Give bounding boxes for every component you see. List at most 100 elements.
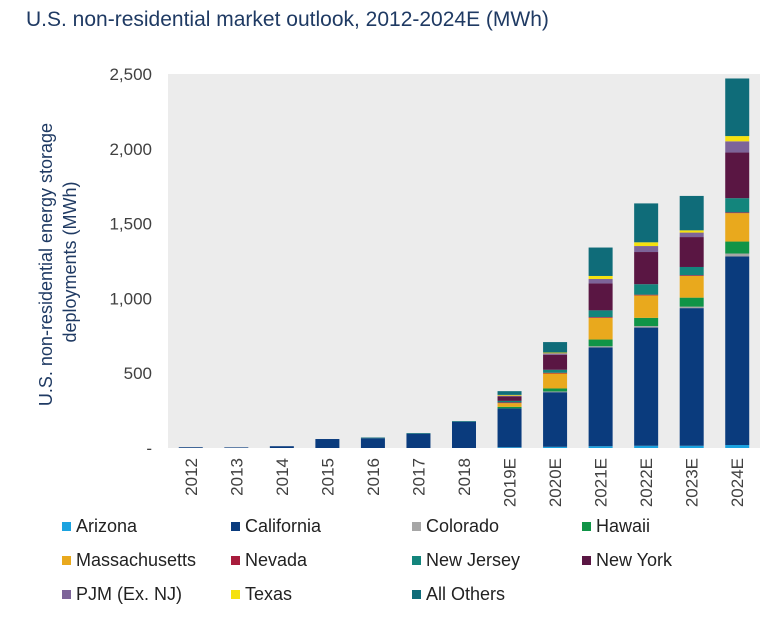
- bar-segment: [588, 317, 613, 340]
- x-tick-label: 2017: [409, 458, 428, 496]
- bar-segment: [679, 275, 704, 298]
- bar-segment: [588, 278, 613, 284]
- x-tick-label: 2013: [227, 458, 246, 496]
- legend-item: Colorado: [412, 516, 499, 537]
- bar-segment: [634, 317, 659, 327]
- x-tick-label: 2019E: [501, 458, 520, 507]
- x-tick-label: 2018: [455, 458, 474, 496]
- bar-segment: [725, 141, 750, 153]
- legend-swatch: [62, 522, 71, 531]
- bar-segment: [543, 342, 568, 353]
- x-tick-label: 2015: [318, 458, 337, 496]
- legend-label: Arizona: [76, 516, 138, 536]
- x-tick-label: 2014: [273, 458, 292, 496]
- bar-segment: [679, 445, 704, 448]
- bar-segment: [543, 352, 568, 354]
- y-tick-label: 2,500: [109, 65, 152, 84]
- x-tick-label: 2024E: [728, 458, 747, 507]
- bar-segment: [497, 396, 522, 401]
- bar-segment: [725, 152, 750, 199]
- bar-segment: [588, 346, 613, 348]
- legend-label: Hawaii: [596, 516, 651, 536]
- bar-segment: [406, 433, 431, 434]
- bar-segment: [679, 275, 704, 276]
- bar-segment: [634, 327, 659, 446]
- bar-segment: [497, 391, 522, 395]
- bar-segment: [588, 275, 613, 279]
- legend-swatch: [412, 556, 421, 565]
- y-tick-label: 2,000: [109, 140, 152, 159]
- bar-segment: [679, 237, 704, 267]
- legend-label: Massachusetts: [76, 550, 197, 570]
- bar-segment: [679, 266, 704, 276]
- x-tick-label: 2021E: [592, 458, 611, 507]
- x-tick-label: 2016: [364, 458, 383, 496]
- y-tick-label: 1,000: [109, 289, 152, 308]
- bar-segment: [497, 403, 522, 407]
- bar-segment: [634, 252, 659, 285]
- legend-label: PJM (Ex. NJ): [76, 584, 182, 604]
- x-tick-label: 2023E: [683, 458, 702, 507]
- bar-segment: [634, 242, 659, 247]
- bar-segment: [224, 447, 249, 448]
- bar-segment: [588, 310, 613, 318]
- legend-swatch: [231, 522, 240, 531]
- bar-segment: [543, 353, 568, 355]
- legend-swatch: [231, 556, 240, 565]
- bar-segment: [543, 354, 568, 370]
- bar-segment: [679, 297, 704, 307]
- legend-swatch: [412, 590, 421, 599]
- bar-segment: [497, 406, 522, 409]
- bar-segment: [360, 437, 385, 439]
- bar-segment: [725, 198, 750, 213]
- bar-segment: [679, 232, 704, 238]
- legend-item: New Jersey: [412, 550, 520, 571]
- bar-segment: [452, 421, 476, 448]
- legend-label: Colorado: [426, 516, 500, 536]
- legend-swatch: [412, 522, 421, 531]
- bar-segment: [543, 372, 568, 374]
- bar-segment: [725, 136, 750, 142]
- bar-segment: [679, 230, 704, 233]
- bar-segment: [315, 439, 340, 448]
- bar-segment: [452, 421, 476, 422]
- legend-label: Texas: [245, 584, 293, 604]
- bar-segment: [543, 369, 568, 373]
- bar-segment: [634, 295, 659, 318]
- bar-segment: [725, 213, 750, 242]
- bar-segment: [497, 408, 522, 448]
- bar-segment: [497, 394, 522, 396]
- bar-segment: [543, 373, 568, 389]
- legend-label: New Jersey: [426, 550, 521, 570]
- bar-segment: [679, 195, 704, 231]
- y-tick-label: 500: [124, 364, 152, 383]
- legend-swatch: [582, 556, 591, 565]
- legend-item: Nevada: [231, 550, 307, 571]
- legend-swatch: [582, 522, 591, 531]
- bar-segment: [634, 294, 659, 296]
- bar-segment: [269, 446, 294, 448]
- legend-label: Nevada: [245, 550, 308, 570]
- legend-item: PJM (Ex. NJ): [62, 584, 182, 605]
- bar-segment: [588, 339, 613, 347]
- y-tick-label: 1,500: [109, 215, 152, 234]
- bar-segment: [725, 78, 750, 137]
- bar-segment: [725, 256, 750, 446]
- legend-item: Texas: [231, 584, 292, 605]
- bar-segment: [588, 283, 613, 311]
- chart-title: U.S. non-residential market outlook, 201…: [26, 8, 549, 31]
- bar-segment: [634, 203, 659, 243]
- bar-segment: [588, 317, 613, 318]
- bar-segment: [634, 246, 659, 253]
- x-tick-label: 2012: [182, 458, 201, 496]
- legend-label: All Others: [426, 584, 506, 604]
- bar-segment: [406, 433, 431, 448]
- x-tick-label: 2022E: [637, 458, 656, 507]
- bar-segment: [588, 247, 613, 276]
- legend-label: California: [245, 516, 322, 536]
- bar-segment: [497, 395, 522, 397]
- y-axis-label: U.S. non-residential energy storage depl…: [36, 118, 80, 406]
- bar-segment: [543, 391, 568, 393]
- legend-item: California: [231, 516, 321, 537]
- bar-segment: [497, 447, 522, 448]
